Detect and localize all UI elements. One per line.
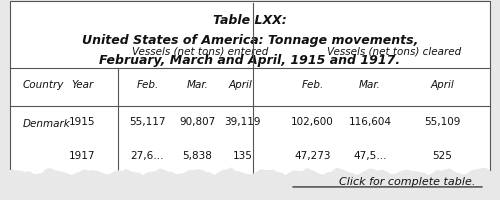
Text: United States of America: Tonnage movements,: United States of America: Tonnage moveme… xyxy=(82,34,418,47)
Text: 102,600: 102,600 xyxy=(291,116,334,126)
Text: 1917: 1917 xyxy=(69,150,96,160)
Text: Click for complete table.: Click for complete table. xyxy=(338,176,475,186)
Text: 27,6…: 27,6… xyxy=(130,150,164,160)
Text: 90,807: 90,807 xyxy=(180,116,216,126)
Text: 525: 525 xyxy=(432,150,452,160)
Text: 1915: 1915 xyxy=(69,116,96,126)
Text: April: April xyxy=(430,80,454,90)
Text: Mar.: Mar. xyxy=(359,80,381,90)
Text: 39,119: 39,119 xyxy=(224,116,261,126)
Text: Mar.: Mar. xyxy=(186,80,208,90)
Text: April: April xyxy=(228,80,252,90)
Text: Country: Country xyxy=(22,80,64,90)
Text: 55,117: 55,117 xyxy=(129,116,166,126)
Text: Vessels (net tons) cleared: Vessels (net tons) cleared xyxy=(326,46,461,56)
Text: 47,273: 47,273 xyxy=(294,150,331,160)
Text: 55,109: 55,109 xyxy=(424,116,460,126)
Text: Feb.: Feb. xyxy=(136,80,158,90)
Text: February, March and April, 1915 and 1917.: February, March and April, 1915 and 1917… xyxy=(100,54,401,67)
Text: 116,604: 116,604 xyxy=(348,116,392,126)
FancyBboxPatch shape xyxy=(10,2,490,198)
Text: Vessels (net tons) entered: Vessels (net tons) entered xyxy=(132,46,268,56)
Text: Denmark: Denmark xyxy=(22,118,70,128)
Polygon shape xyxy=(0,168,500,200)
Text: 135: 135 xyxy=(232,150,252,160)
Text: Table LXX:: Table LXX: xyxy=(213,14,287,27)
Text: 47,5…: 47,5… xyxy=(353,150,387,160)
Text: Feb.: Feb. xyxy=(302,80,324,90)
Text: 5,838: 5,838 xyxy=(182,150,212,160)
Text: Year: Year xyxy=(72,80,94,90)
